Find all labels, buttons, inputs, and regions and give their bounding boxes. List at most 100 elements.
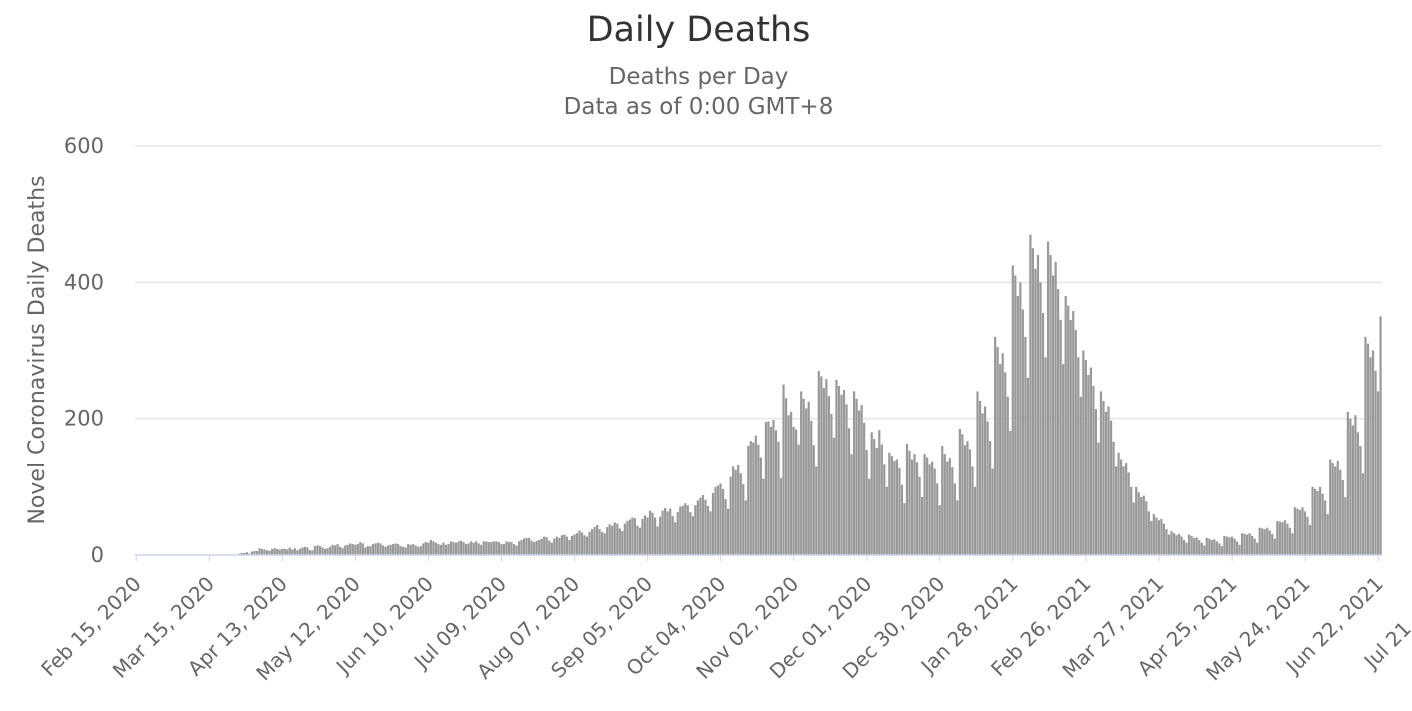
bar	[1258, 527, 1261, 555]
bar	[1225, 536, 1229, 555]
bar	[1104, 411, 1108, 555]
bar	[1233, 538, 1236, 555]
bar	[895, 459, 899, 555]
bar	[830, 413, 833, 555]
bar	[447, 544, 450, 555]
bar	[686, 505, 689, 555]
bar	[452, 542, 455, 555]
bar	[1341, 480, 1344, 555]
bar	[936, 483, 939, 555]
bar	[694, 505, 697, 555]
bar	[253, 550, 256, 555]
bar	[286, 549, 289, 555]
bar	[817, 370, 820, 555]
bar	[1220, 546, 1223, 555]
bar	[336, 544, 339, 555]
bar	[611, 525, 614, 555]
bar	[1195, 537, 1198, 555]
bar	[1213, 539, 1216, 555]
bar	[1031, 248, 1035, 555]
bar	[963, 445, 967, 555]
bar	[512, 544, 516, 555]
bar	[873, 439, 876, 555]
bar	[1210, 540, 1213, 555]
bar	[296, 550, 299, 555]
bar	[1046, 241, 1050, 555]
bar	[1067, 305, 1070, 555]
bar	[308, 550, 312, 555]
bar	[1125, 462, 1128, 555]
bar	[868, 478, 871, 555]
bar	[1334, 466, 1337, 555]
bar	[747, 445, 750, 555]
bar	[827, 396, 830, 555]
bar	[1117, 452, 1120, 555]
bar	[258, 548, 261, 555]
bar	[318, 546, 322, 555]
bar	[994, 336, 997, 555]
bar	[858, 410, 861, 555]
bar	[971, 466, 974, 555]
bar	[1251, 535, 1254, 555]
bar	[1261, 528, 1264, 555]
bar	[560, 535, 563, 555]
bar	[1026, 377, 1030, 555]
bar	[490, 542, 493, 555]
bar	[772, 420, 775, 555]
bar	[437, 544, 440, 555]
bar	[1157, 520, 1161, 555]
bar	[888, 452, 891, 555]
bar	[1120, 459, 1123, 555]
bar	[1218, 543, 1221, 555]
bar	[1301, 507, 1304, 555]
bar	[727, 508, 730, 555]
bar	[981, 413, 984, 555]
bar	[480, 544, 483, 555]
bar	[1331, 462, 1334, 555]
bar	[928, 464, 931, 555]
bar	[371, 544, 375, 555]
bar	[938, 505, 941, 555]
bar	[855, 398, 858, 555]
bar	[303, 546, 307, 555]
bar	[527, 537, 531, 555]
bar	[1321, 493, 1324, 555]
bar	[822, 387, 825, 555]
bar	[354, 544, 357, 555]
bar	[1175, 535, 1178, 555]
bar	[409, 544, 412, 555]
bar	[850, 454, 853, 555]
bar	[1379, 316, 1382, 555]
bar	[1188, 534, 1191, 555]
bar	[427, 542, 430, 555]
bar	[1339, 469, 1342, 555]
bar	[842, 390, 846, 555]
bar	[331, 544, 334, 555]
bar	[245, 552, 249, 555]
bar	[918, 476, 921, 555]
bar	[1215, 541, 1218, 555]
y-tick-label: 200	[64, 407, 104, 431]
bar	[316, 545, 319, 555]
bar	[875, 447, 878, 555]
bar	[517, 541, 521, 555]
bar	[1092, 385, 1095, 555]
bar	[386, 545, 390, 555]
bar	[878, 430, 881, 555]
bar	[646, 517, 649, 555]
bar	[946, 461, 949, 555]
bar	[326, 548, 329, 555]
bar	[1205, 537, 1208, 555]
bar	[1072, 310, 1075, 555]
bar	[784, 398, 788, 555]
bar	[1064, 295, 1067, 555]
bar	[550, 542, 553, 555]
bar	[742, 484, 745, 555]
bar	[500, 544, 503, 555]
bar	[1097, 442, 1100, 555]
bar	[1099, 391, 1103, 555]
bar	[734, 469, 737, 555]
bar	[671, 516, 674, 555]
bar	[1329, 459, 1332, 555]
